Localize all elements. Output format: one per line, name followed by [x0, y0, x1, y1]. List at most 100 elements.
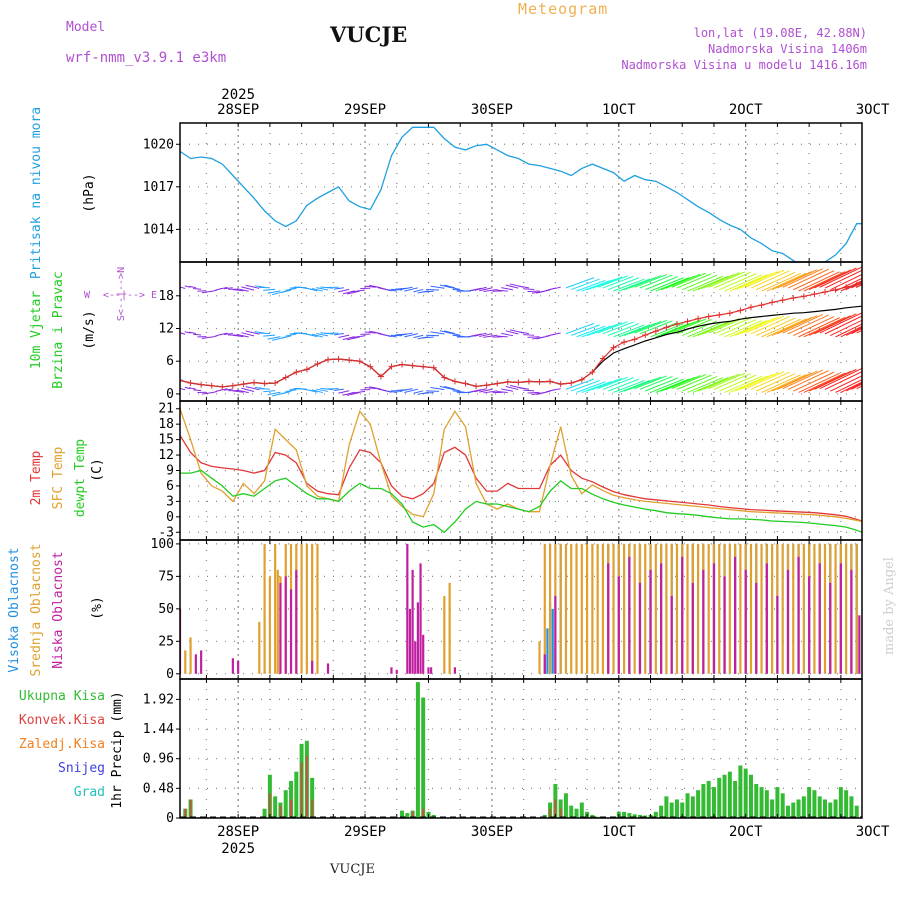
precip-total-bar	[722, 774, 727, 818]
wind-speed-marker	[779, 297, 786, 304]
wind-speed-marker	[853, 281, 860, 288]
wind-speed-marker	[219, 383, 226, 390]
wind-arrow	[188, 387, 196, 390]
wind-arrow	[713, 271, 751, 289]
wind-speed-marker	[705, 313, 712, 320]
wind-arrow	[527, 391, 540, 394]
wind-arrow	[565, 277, 595, 289]
precip-conv-bar	[422, 808, 425, 818]
wind-arrow	[263, 390, 276, 393]
wind-arrow	[444, 386, 456, 390]
wind-speed-marker	[303, 366, 310, 373]
temperature-panel	[176, 400, 863, 541]
wind-arrow	[618, 379, 651, 393]
pressure-units: (hPa)	[82, 173, 97, 212]
wind-speed-marker	[473, 383, 480, 390]
precip-total-bar	[273, 796, 278, 818]
wind-arrow	[771, 316, 813, 336]
wind-arrow	[676, 273, 712, 289]
wind-arrow	[571, 324, 600, 336]
wind-speed-marker	[800, 293, 807, 300]
wind-arrow	[729, 375, 768, 393]
wind-arrow	[856, 284, 862, 288]
precip-total-bar	[400, 810, 405, 818]
wind-speed-marker	[409, 362, 416, 369]
wind-arrow	[311, 333, 323, 338]
wind-arrow	[479, 388, 493, 393]
date-label-top: 1OCT	[602, 102, 636, 118]
wind-arrow	[782, 314, 824, 334]
precip-total-bar	[785, 805, 790, 818]
wind-arrow	[787, 370, 829, 390]
date-label-top: 2OCT	[729, 102, 763, 118]
wind-arrow	[404, 333, 419, 338]
wind-arrow	[184, 386, 191, 390]
wind-arrow	[724, 274, 762, 292]
wind-arrow	[386, 390, 397, 394]
precip-total-bar	[637, 814, 642, 818]
wind-arrow	[592, 322, 623, 335]
wind-speed-marker	[346, 357, 353, 364]
wind-arrow	[808, 269, 852, 291]
wind-arrow	[671, 272, 707, 288]
wind-arrow	[241, 332, 255, 337]
wind-arrow	[223, 388, 233, 391]
wind-arrow	[245, 386, 260, 391]
wind-arrow	[184, 285, 191, 288]
model-label: Model	[66, 20, 106, 35]
wind-arrow	[581, 325, 612, 338]
wind-arrow	[364, 285, 376, 288]
wind-panel	[176, 261, 863, 402]
wind-arrow	[782, 369, 824, 390]
wind-arrow	[333, 333, 344, 336]
wind-speed-marker	[547, 378, 554, 385]
wind-speed-marker	[198, 381, 205, 388]
wind-arrow	[523, 288, 535, 291]
wind-arrow	[501, 287, 514, 291]
wind-speed-marker	[377, 373, 384, 380]
wind-speed-marker	[325, 356, 332, 363]
wind-speed-marker	[483, 382, 490, 389]
precip-total-bar	[622, 811, 627, 818]
wind-arrow	[808, 370, 852, 392]
wind-arrow	[845, 327, 862, 336]
date-label-top: 29SEP	[344, 102, 386, 118]
wind-arrow	[581, 279, 612, 292]
clouds-panel	[176, 539, 863, 680]
wind-speed-marker	[716, 311, 723, 318]
wind-arrow	[671, 374, 707, 390]
wind-arrow	[777, 370, 818, 390]
precip-total-bar	[801, 796, 806, 818]
wind-speed-marker	[430, 364, 437, 371]
precip-conv-bar	[300, 762, 303, 818]
wind-arrow	[483, 390, 498, 394]
wind-arrow	[719, 273, 757, 291]
wind-arrow	[223, 287, 233, 290]
precip-total-bar	[632, 814, 637, 818]
wind-arrow	[835, 379, 862, 393]
precip-total-bar	[701, 784, 706, 818]
wind-arrow	[597, 376, 628, 390]
precip-total-bar	[627, 813, 632, 818]
y-tick-label: 0.96	[143, 752, 174, 767]
wind-speed-marker	[769, 299, 776, 306]
y-tick-label: 18	[158, 289, 174, 304]
wind-speed-marker	[180, 377, 183, 384]
wind-arrow	[565, 378, 595, 390]
y-tick-label: 6	[166, 354, 174, 369]
wind-arrow	[814, 368, 857, 390]
pressure-ylabel: Pritisak na nivou mora	[29, 107, 44, 279]
wind-speed-marker	[494, 380, 501, 387]
wind-arrow	[803, 271, 846, 292]
wind-arrow	[645, 377, 679, 392]
y-tick-label: 50	[158, 602, 174, 617]
precip-conv-bar	[290, 799, 293, 818]
wind-arrow	[496, 335, 508, 338]
wind-arrow	[793, 316, 835, 336]
wind-arrow	[386, 334, 397, 338]
wind-arrow	[281, 390, 292, 395]
wind-arrow	[184, 331, 191, 334]
date-label-bottom: 29SEP	[344, 824, 386, 840]
date-label-bottom: 30SEP	[471, 824, 513, 840]
precip-conv-bar	[311, 799, 314, 818]
